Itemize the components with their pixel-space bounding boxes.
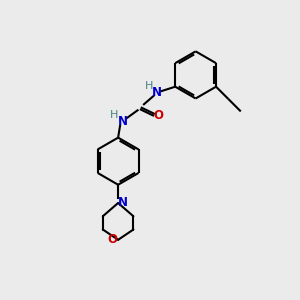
Text: H: H	[145, 81, 153, 91]
Text: H: H	[110, 110, 118, 120]
Text: O: O	[107, 233, 117, 246]
Text: O: O	[154, 109, 164, 122]
Text: N: N	[152, 86, 162, 99]
Text: N: N	[118, 196, 128, 208]
Text: N: N	[118, 115, 128, 128]
